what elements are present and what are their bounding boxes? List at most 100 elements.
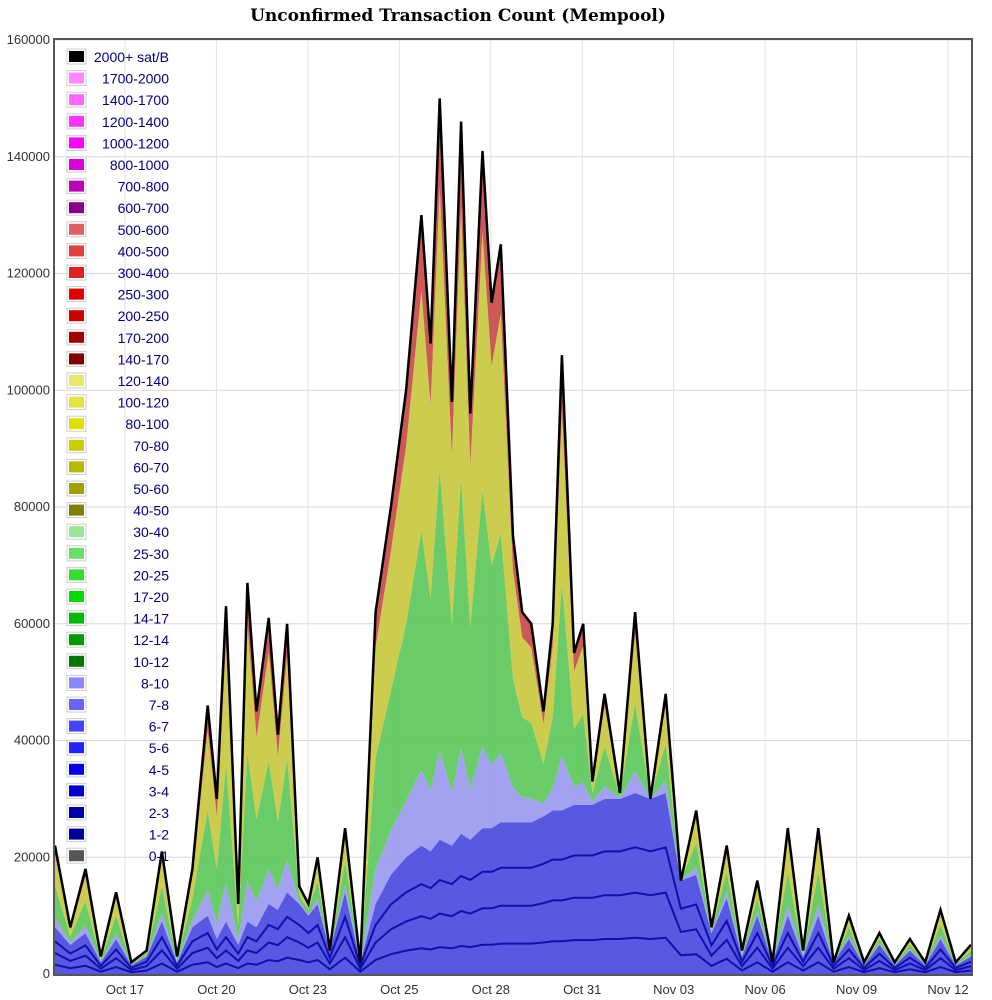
- legend-label: 140-170: [118, 351, 170, 367]
- legend-item: 30-40: [66, 523, 169, 540]
- x-tick-label: Nov 09: [836, 982, 877, 997]
- band-contour: [54, 936, 972, 974]
- chart-title: Unconfirmed Transaction Count (Mempool): [250, 6, 666, 26]
- legend-label: 10-12: [133, 654, 169, 670]
- legend-item: 6-7: [66, 718, 169, 735]
- legend-swatch: [69, 483, 84, 494]
- legend-label: 50-60: [133, 481, 169, 497]
- x-tick-label: Oct 25: [380, 982, 418, 997]
- x-tick-label: Oct 23: [289, 982, 327, 997]
- legend-swatch: [69, 461, 84, 473]
- legend-item: 80-100: [66, 415, 169, 432]
- legend-item: 400-500: [66, 242, 169, 259]
- legend-label: 170-200: [118, 330, 170, 346]
- legend-item: 120-140: [66, 372, 170, 389]
- legend-label: 6-7: [149, 719, 169, 735]
- legend-swatch: [69, 267, 84, 278]
- legend-item: 17-20: [66, 588, 169, 605]
- legend-swatch: [69, 526, 84, 538]
- legend-item: 800-1000: [66, 156, 169, 173]
- x-tick-label: Oct 31: [563, 982, 601, 997]
- legend-swatch: [69, 288, 84, 300]
- legend-item: 5-6: [66, 739, 169, 756]
- x-tick-label: Nov 06: [745, 982, 786, 997]
- legend-label: 600-700: [118, 200, 170, 216]
- legend-item: 1400-1700: [66, 91, 169, 108]
- legend-item: 10-12: [66, 653, 169, 670]
- legend: 2000+ sat/B 1700-2000 1400-1700 1200-1400 10…: [66, 48, 170, 864]
- legend-swatch: [69, 331, 84, 343]
- x-tick-label: Oct 17: [106, 982, 144, 997]
- legend-swatch: [69, 591, 84, 602]
- legend-item: 1200-1400: [66, 113, 169, 130]
- band-contour: [54, 891, 972, 972]
- legend-label: 70-80: [133, 438, 169, 454]
- legend-swatch: [69, 353, 84, 365]
- legend-item: 500-600: [66, 221, 169, 238]
- legend-label: 8-10: [141, 675, 169, 691]
- area-band: [55, 793, 971, 974]
- y-tick-label: 80000: [14, 499, 50, 514]
- legend-item: 300-400: [66, 264, 170, 281]
- legend-item: 40-50: [66, 502, 169, 519]
- legend-swatch: [69, 396, 84, 408]
- legend-label: 120-140: [118, 373, 170, 389]
- legend-label: 100-120: [118, 395, 170, 411]
- x-tick-label: Oct 28: [472, 982, 510, 997]
- legend-swatch: [69, 634, 84, 646]
- legend-swatch: [69, 159, 84, 170]
- legend-item: 170-200: [66, 329, 170, 346]
- legend-swatch: [69, 720, 84, 732]
- legend-item: 250-300: [66, 286, 169, 303]
- plot-frame: [53, 38, 973, 976]
- legend-swatch: [69, 699, 84, 710]
- legend-swatch: [69, 418, 84, 430]
- y-tick-label: 140000: [7, 149, 50, 164]
- legend-label: 0-1: [149, 848, 169, 864]
- legend-label: 60-70: [133, 459, 169, 475]
- legend-item: 140-170: [66, 350, 170, 367]
- y-tick-label: 120000: [7, 266, 50, 281]
- y-tick-label: 20000: [14, 849, 50, 864]
- legend-label: 20-25: [133, 567, 169, 583]
- y-tick-label: 100000: [7, 382, 50, 397]
- legend-swatch: [69, 828, 84, 840]
- legend-item: 1700-2000: [66, 70, 169, 87]
- legend-label: 12-14: [133, 632, 169, 648]
- legend-label: 14-17: [133, 611, 169, 627]
- legend-item: 600-700: [66, 199, 170, 216]
- legend-swatch: [69, 655, 84, 667]
- legend-item: 200-250: [66, 307, 169, 324]
- y-tick-label: 40000: [14, 733, 50, 748]
- legend-label: 300-400: [118, 265, 170, 281]
- x-axis-ticks: Oct 17 Oct 20 Oct 23 Oct 25 Oct 28 Oct 31 Nov …: [106, 982, 969, 997]
- legend-swatch: [69, 310, 84, 322]
- area-band: [55, 469, 971, 965]
- legend-item: 2-3: [66, 804, 169, 821]
- legend-swatch: [69, 72, 84, 84]
- legend-item: 8-10: [66, 674, 169, 691]
- legend-swatch: [69, 375, 84, 386]
- legend-swatch: [69, 785, 84, 797]
- legend-swatch: [69, 504, 84, 516]
- band-contour: [54, 846, 972, 970]
- legend-label: 3-4: [149, 783, 169, 799]
- legend-item: 100-120: [66, 394, 170, 411]
- x-tick-label: Nov 12: [927, 982, 968, 997]
- legend-item: 0-1: [66, 847, 169, 864]
- legend-item: 1-2: [66, 826, 169, 843]
- legend-swatch: [69, 439, 84, 451]
- y-tick-label: 0: [43, 966, 50, 981]
- legend-label: 2000+ sat/B: [94, 49, 169, 65]
- total-outline: [53, 98, 972, 966]
- legend-label: 25-30: [133, 546, 169, 562]
- legend-swatch: [69, 202, 84, 214]
- legend-swatch: [69, 137, 84, 149]
- legend-label: 17-20: [133, 589, 169, 605]
- legend-swatch: [69, 51, 84, 62]
- legend-swatch: [69, 547, 84, 559]
- legend-item: 70-80: [66, 437, 169, 454]
- legend-label: 30-40: [133, 524, 169, 540]
- area-band: [55, 746, 971, 966]
- x-tick-label: Oct 20: [197, 982, 235, 997]
